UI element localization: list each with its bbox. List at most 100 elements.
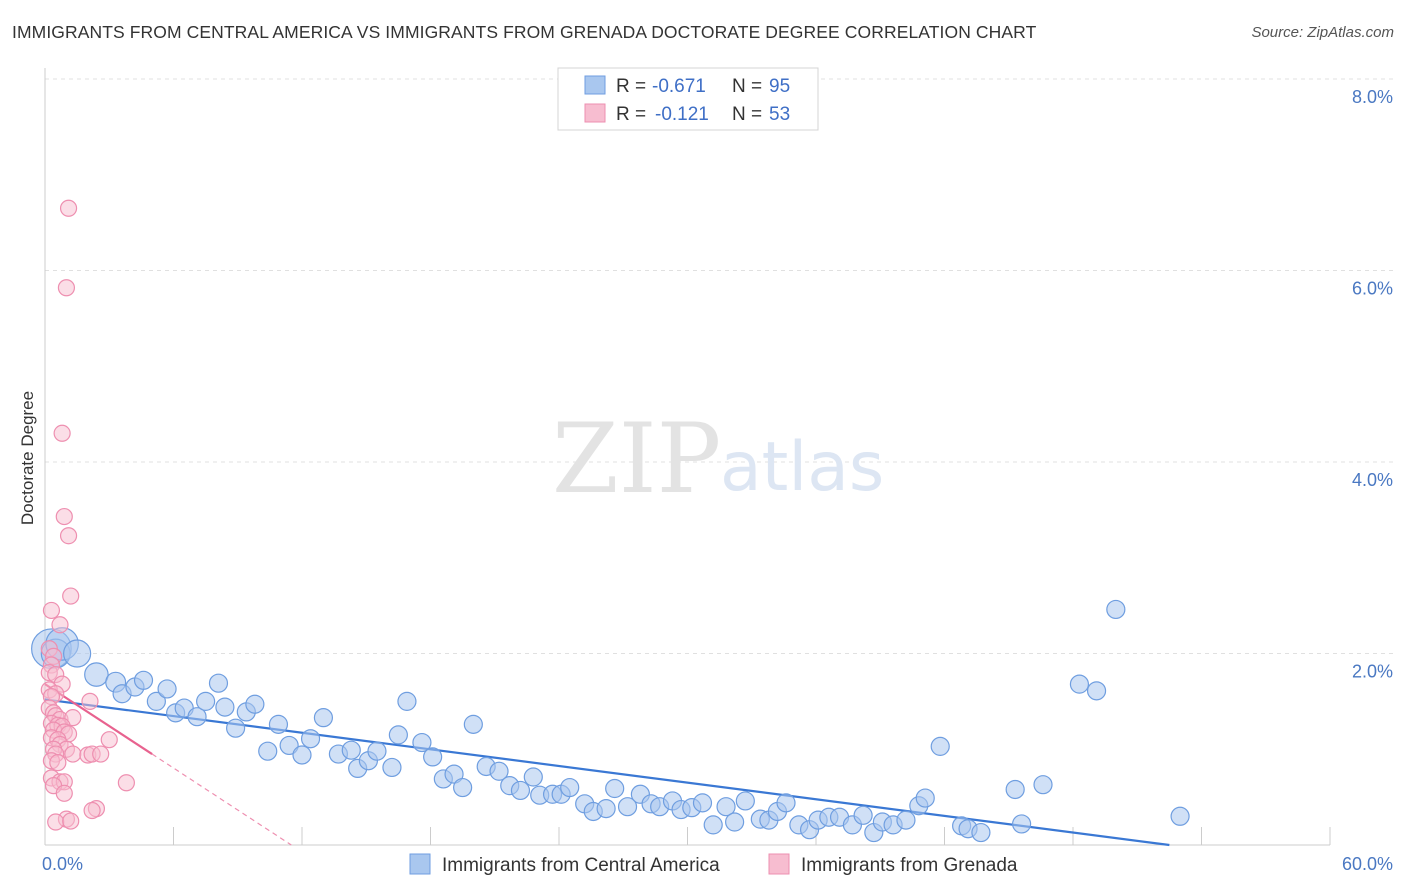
point-central-america-90 bbox=[1086, 681, 1107, 701]
point-central-america-48 bbox=[560, 777, 580, 798]
point-central-america-91 bbox=[1106, 599, 1126, 620]
point-central-america-21 bbox=[268, 714, 289, 734]
point-central-america-92 bbox=[1170, 806, 1190, 826]
point-grenada-4 bbox=[59, 527, 78, 545]
legend-n-value-blue: 95 bbox=[769, 76, 790, 97]
point-central-america-44 bbox=[523, 767, 543, 787]
point-central-america-9 bbox=[146, 691, 166, 711]
bottom-legend-swatch-blue bbox=[409, 853, 431, 875]
legend-n-value-pink: 53 bbox=[769, 104, 790, 125]
point-central-america-23 bbox=[292, 745, 312, 765]
point-grenada-52 bbox=[62, 812, 80, 830]
watermark-atlas: atlas bbox=[720, 428, 884, 507]
point-central-america-89 bbox=[1069, 674, 1090, 694]
point-central-america-8 bbox=[133, 670, 154, 690]
point-central-america-30 bbox=[367, 741, 387, 761]
trend-central-america bbox=[44, 698, 1170, 847]
legend-r-value-pink: -0.121 bbox=[655, 104, 709, 125]
point-central-america-43 bbox=[510, 780, 531, 801]
point-grenada-47 bbox=[55, 784, 73, 802]
point-grenada-5 bbox=[62, 587, 80, 605]
y-tick-label-0: 2.0% bbox=[1352, 662, 1393, 682]
point-central-america-24 bbox=[300, 729, 321, 749]
point-grenada-46 bbox=[117, 774, 135, 792]
y-axis-title: Doctorate Degree bbox=[18, 391, 37, 525]
point-central-america-75 bbox=[853, 805, 873, 825]
point-central-america-19 bbox=[245, 694, 265, 714]
bottom-legend-label-pink: Immigrants from Grenada bbox=[801, 855, 1018, 876]
point-central-america-79 bbox=[896, 810, 916, 830]
point-central-america-52 bbox=[605, 778, 625, 799]
point-central-america-10 bbox=[157, 679, 177, 699]
bottom-legend: Immigrants from Central America Immigran… bbox=[409, 853, 1018, 876]
point-central-america-14 bbox=[196, 691, 216, 711]
trend-line-central-america bbox=[44, 698, 1170, 847]
point-grenada-1 bbox=[57, 279, 76, 297]
point-central-america-82 bbox=[930, 736, 950, 756]
watermark-zip: ZIP bbox=[552, 403, 721, 515]
point-central-america-15 bbox=[208, 673, 229, 693]
point-central-america-20 bbox=[258, 741, 278, 761]
point-central-america-53 bbox=[617, 797, 638, 817]
point-central-america-68 bbox=[776, 793, 796, 813]
legend-r-value-blue: -0.671 bbox=[652, 76, 706, 97]
point-grenada-39 bbox=[92, 745, 110, 763]
bottom-legend-swatch-pink bbox=[768, 853, 790, 875]
legend-box: R = -0.671 N = 95 R = -0.121 N = 53 bbox=[557, 67, 819, 131]
point-central-america-3 bbox=[63, 639, 92, 668]
point-grenada-36 bbox=[64, 745, 82, 763]
legend-n-label-pink: N = bbox=[732, 104, 762, 125]
point-central-america-27 bbox=[341, 740, 361, 760]
x-tick-label-1: 60.0% bbox=[1342, 854, 1393, 874]
point-grenada-0 bbox=[59, 199, 78, 217]
point-grenada-6 bbox=[42, 601, 61, 620]
point-central-america-33 bbox=[397, 691, 417, 711]
point-central-america-35 bbox=[423, 747, 443, 767]
point-central-america-37 bbox=[444, 764, 464, 784]
y-tick-label-1: 4.0% bbox=[1352, 470, 1393, 490]
point-central-america-34 bbox=[412, 732, 432, 753]
legend-r-label-pink: R = bbox=[616, 104, 646, 125]
point-central-america-63 bbox=[725, 812, 745, 832]
point-grenada-41 bbox=[49, 754, 67, 772]
point-central-america-31 bbox=[382, 757, 402, 778]
point-central-america-13 bbox=[187, 707, 207, 727]
point-central-america-16 bbox=[215, 697, 235, 717]
chart-title: IMMIGRANTS FROM CENTRAL AMERICA VS IMMIG… bbox=[12, 22, 1037, 42]
grid-lines bbox=[45, 78, 1395, 654]
point-grenada-3 bbox=[55, 507, 73, 526]
legend-n-label-blue: N = bbox=[732, 76, 762, 97]
point-central-america-38 bbox=[453, 777, 473, 798]
point-central-america-51 bbox=[596, 799, 616, 819]
legend-swatch-pink bbox=[584, 103, 606, 123]
point-grenada-2 bbox=[53, 424, 71, 442]
bottom-legend-label-blue: Immigrants from Central America bbox=[442, 855, 720, 876]
point-central-america-86 bbox=[1005, 779, 1025, 800]
point-central-america-61 bbox=[703, 815, 723, 835]
point-central-america-88 bbox=[1033, 775, 1053, 795]
point-grenada-51 bbox=[47, 813, 65, 831]
point-grenada-7 bbox=[51, 616, 69, 634]
x-tick-label-0: 0.0% bbox=[42, 854, 83, 874]
point-central-america-87 bbox=[1011, 814, 1032, 834]
point-central-america-17 bbox=[226, 718, 246, 738]
legend-r-label-blue: R = bbox=[616, 76, 646, 97]
tick-labels: 2.0% 4.0% 6.0% 8.0% 0.0% 60.0% bbox=[42, 87, 1393, 874]
point-central-america-32 bbox=[388, 725, 408, 745]
point-grenada-31 bbox=[100, 731, 118, 749]
y-tick-label-3: 8.0% bbox=[1352, 87, 1393, 107]
point-central-america-62 bbox=[716, 797, 736, 817]
point-central-america-39 bbox=[463, 714, 483, 734]
trend-grenada-extension bbox=[151, 753, 292, 846]
point-central-america-4 bbox=[84, 662, 109, 687]
point-central-america-41 bbox=[489, 761, 509, 781]
point-grenada-17 bbox=[81, 692, 99, 710]
point-central-america-81 bbox=[915, 788, 935, 808]
point-grenada-49 bbox=[83, 801, 101, 820]
point-central-america-25 bbox=[313, 708, 334, 728]
point-central-america-22 bbox=[279, 735, 299, 756]
series-central-america bbox=[31, 599, 1190, 843]
source-credit: Source: ZipAtlas.com bbox=[1251, 24, 1394, 41]
point-central-america-60 bbox=[692, 793, 713, 813]
